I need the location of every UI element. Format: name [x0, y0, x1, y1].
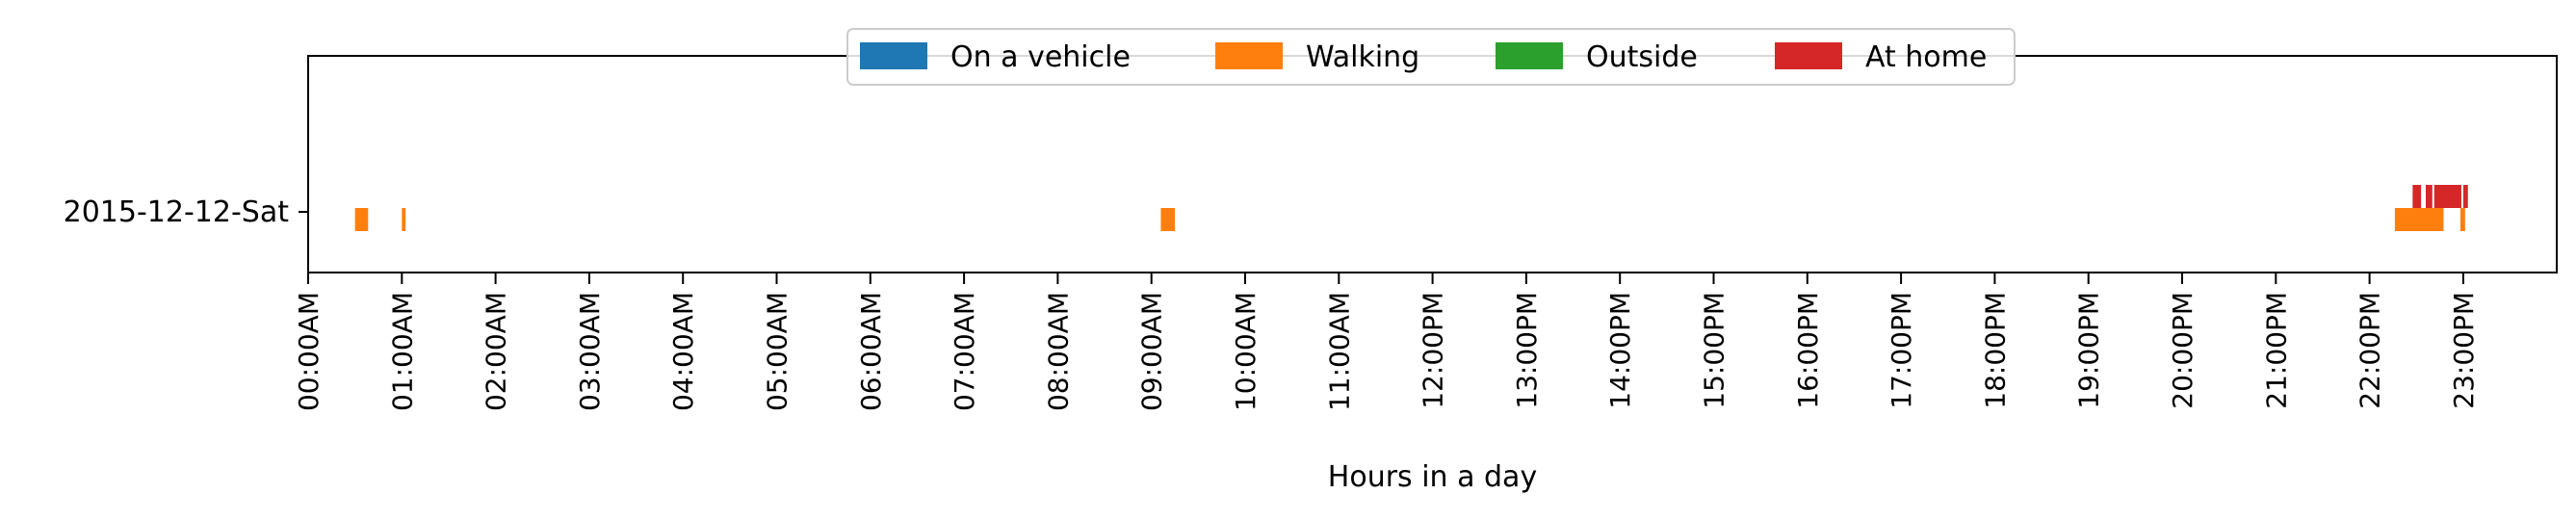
x-tick-label: 21:00PM	[2260, 292, 2292, 409]
x-tick-label: 10:00AM	[1230, 292, 1262, 411]
x-tick-label: 07:00AM	[949, 292, 980, 411]
x-axis-label: Hours in a day	[1328, 460, 1537, 494]
x-tick-label: 18:00PM	[1979, 292, 2011, 409]
walking-segment	[402, 208, 406, 231]
x-tick-label: 15:00PM	[1699, 292, 1730, 409]
x-tick-label: 04:00AM	[667, 292, 699, 411]
x-tick-label: 12:00PM	[1418, 292, 1449, 409]
x-axis: 00:00AM 01:00AM 02:00AM 03:00AM 04:00AM 05:00…	[293, 273, 2480, 411]
at-home-segment	[2433, 185, 2461, 208]
x-tick-label: 17:00PM	[1886, 292, 1917, 409]
legend: On a vehicle Walking Outside At home	[846, 28, 2016, 86]
legend-box	[846, 28, 2016, 86]
legend-swatch-on-a-vehicle	[860, 42, 927, 69]
legend-swatch-outside	[1496, 42, 1563, 69]
x-tick-label: 13:00PM	[1511, 292, 1543, 409]
x-tick-label: 20:00PM	[2167, 292, 2199, 409]
legend-label-walking: Walking	[1306, 40, 1419, 74]
at-home-segment	[2412, 185, 2422, 208]
x-tick-label: 01:00AM	[386, 292, 418, 411]
x-tick-label: 14:00PM	[1604, 292, 1636, 409]
x-tick-label: 23:00PM	[2448, 292, 2480, 409]
x-tick-label: 09:00AM	[1136, 292, 1168, 411]
legend-label-outside: Outside	[1586, 40, 1698, 74]
activity-segments	[354, 185, 2468, 231]
walking-segment	[1160, 208, 1176, 231]
legend-label-on-a-vehicle: On a vehicle	[950, 40, 1131, 74]
x-tick-label: 03:00AM	[574, 292, 606, 411]
walking-segment	[2459, 208, 2465, 231]
walking-segment	[2394, 208, 2444, 231]
walking-segment	[354, 208, 369, 231]
y-axis: 2015-12-12-Sat	[64, 195, 308, 229]
x-tick-label: 11:00AM	[1323, 292, 1355, 411]
x-tick-label: 05:00AM	[762, 292, 794, 411]
x-tick-label: 16:00PM	[1792, 292, 1824, 409]
legend-swatch-walking	[1215, 42, 1283, 69]
at-home-segment	[2425, 185, 2433, 208]
legend-swatch-at-home	[1775, 42, 1842, 69]
x-tick-label: 00:00AM	[293, 292, 325, 411]
x-tick-label: 08:00AM	[1042, 292, 1074, 411]
legend-label-at-home: At home	[1865, 40, 1987, 74]
plot-area-frame	[307, 55, 2558, 273]
y-tick-label: 2015-12-12-Sat	[64, 195, 290, 229]
x-tick-label: 06:00AM	[855, 292, 887, 411]
x-tick-label: 19:00PM	[2073, 292, 2105, 409]
x-tick-label: 02:00AM	[481, 292, 512, 411]
at-home-segment	[2462, 185, 2468, 208]
x-tick-label: 22:00PM	[2355, 292, 2386, 409]
